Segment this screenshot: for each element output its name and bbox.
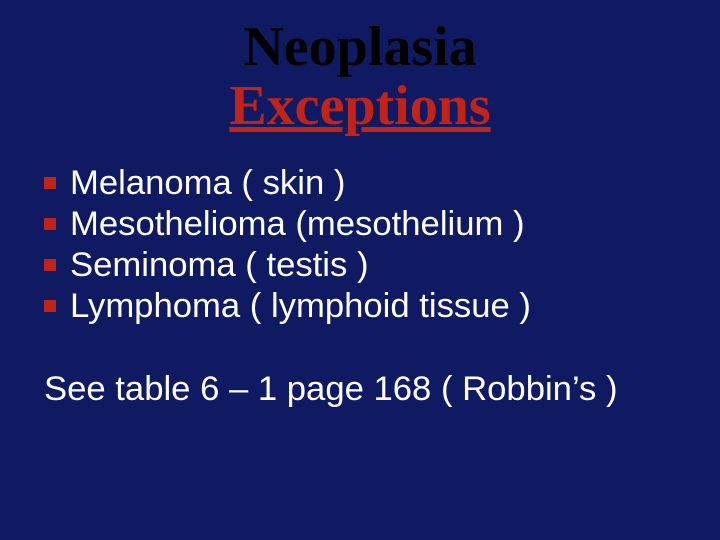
bullet-icon [44, 177, 56, 189]
bullet-icon [44, 259, 56, 271]
list-item: Melanoma ( skin ) [44, 164, 680, 203]
bullet-list: Melanoma ( skin )Mesothelioma (mesotheli… [44, 164, 680, 326]
title-line-2: Exceptions [40, 77, 680, 136]
list-item: Mesothelioma (mesothelium ) [44, 205, 680, 244]
list-item: Lymphoma ( lymphoid tissue ) [44, 287, 680, 326]
slide: Neoplasia Exceptions Melanoma ( skin )Me… [0, 0, 720, 540]
bullet-text: Melanoma ( skin ) [70, 164, 345, 203]
bullet-text: Lymphoma ( lymphoid tissue ) [70, 287, 531, 326]
title-block: Neoplasia Exceptions [40, 18, 680, 136]
bullet-text: Seminoma ( testis ) [70, 246, 369, 285]
bullet-icon [44, 218, 56, 230]
list-item: Seminoma ( testis ) [44, 246, 680, 285]
footer-text: See table 6 – 1 page 168 ( Robbin’s ) [44, 370, 680, 409]
bullet-text: Mesothelioma (mesothelium ) [70, 205, 525, 244]
title-line-1: Neoplasia [40, 18, 680, 77]
bullet-icon [44, 300, 56, 312]
